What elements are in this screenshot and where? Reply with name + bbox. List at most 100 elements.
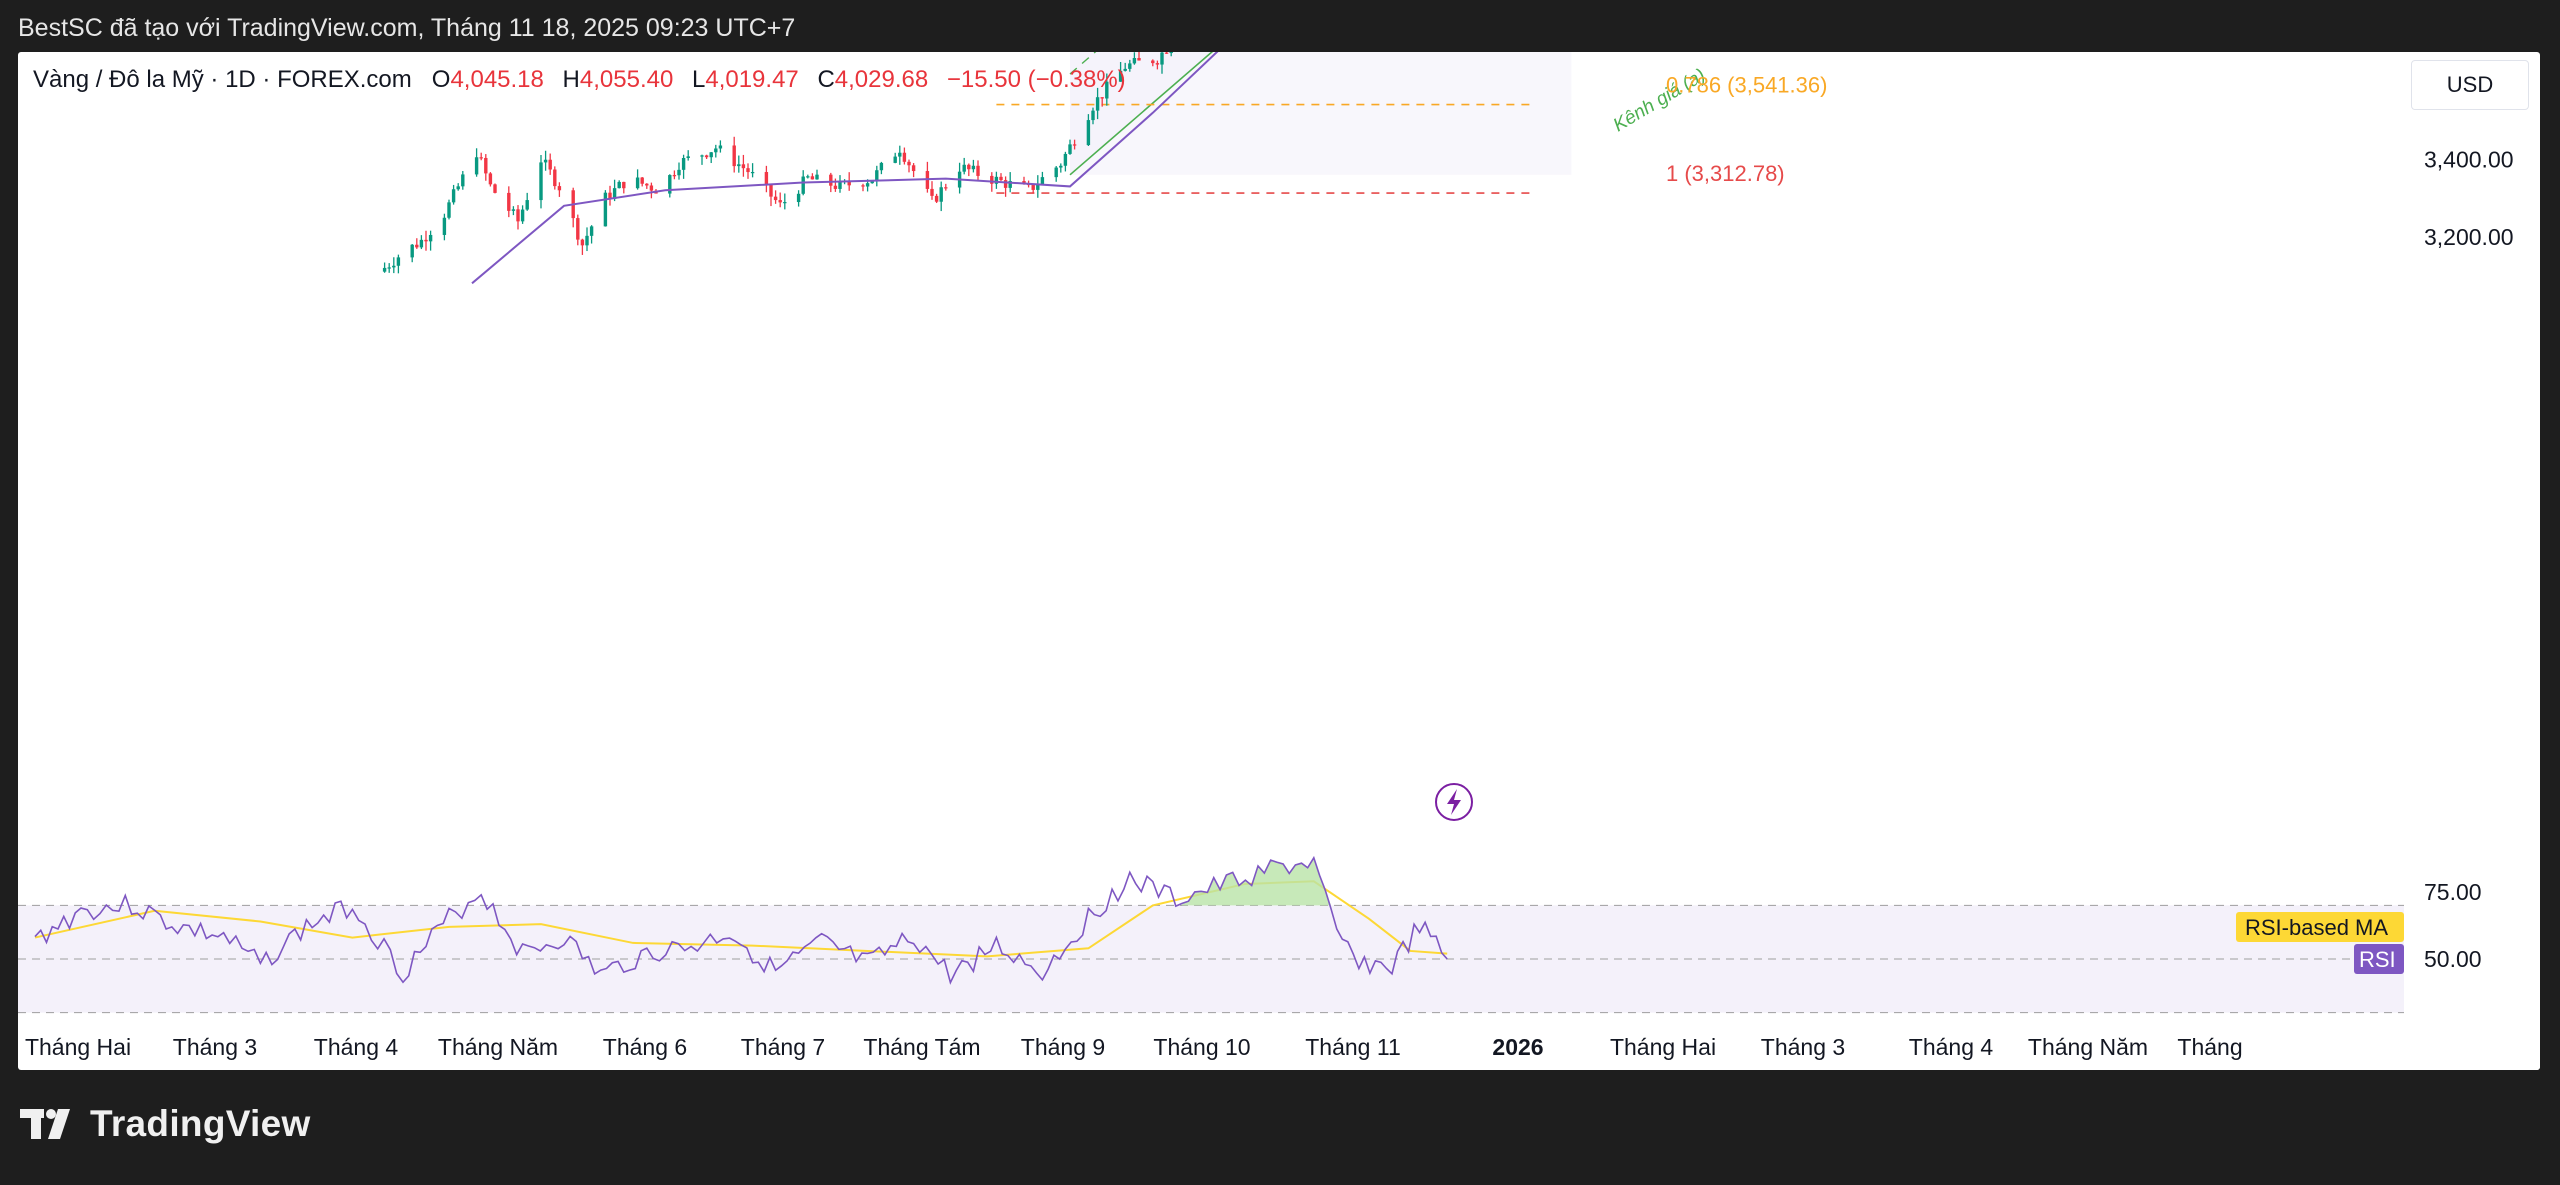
candle-body bbox=[737, 164, 741, 167]
candle-body bbox=[898, 152, 902, 157]
candle-body bbox=[612, 188, 617, 199]
candle-body bbox=[622, 181, 626, 189]
candle-body bbox=[999, 176, 1003, 181]
candle-body bbox=[1132, 57, 1137, 64]
candle-body bbox=[893, 156, 897, 163]
candle-body bbox=[806, 176, 810, 178]
candle-body bbox=[796, 193, 801, 203]
currency-button[interactable]: USD bbox=[2411, 60, 2529, 110]
candle-body bbox=[640, 177, 644, 184]
candle-body bbox=[879, 162, 884, 171]
candle-body bbox=[944, 187, 948, 189]
candle-body bbox=[1072, 144, 1077, 146]
candle-body bbox=[865, 183, 870, 187]
candle-body bbox=[649, 185, 654, 191]
candle-body bbox=[686, 156, 690, 158]
rsi-ma-line bbox=[34, 880, 1448, 958]
candle-body bbox=[1100, 97, 1104, 99]
high-value: 4,055.40 bbox=[579, 66, 674, 93]
chart-canvas[interactable]: Kênh giá (a)0 (4,380.89)0.236 (4,128.82)… bbox=[18, 52, 2540, 1070]
time-axis-label: Tháng Hai bbox=[1610, 1034, 1716, 1060]
tradingview-logo-icon bbox=[20, 1109, 70, 1139]
candle-body bbox=[681, 157, 686, 170]
candle-body bbox=[1031, 185, 1035, 190]
time-axis-label: Tháng 11 bbox=[1305, 1034, 1400, 1060]
candle-body bbox=[511, 209, 516, 211]
lightning-icon-bolt bbox=[1447, 789, 1461, 815]
candle-body bbox=[700, 155, 704, 157]
candle-body bbox=[1022, 181, 1026, 184]
lightning-icon bbox=[1435, 783, 1473, 821]
low-value: 4,019.47 bbox=[705, 66, 799, 93]
rsi-axis-tick-label: 75.00 bbox=[2424, 879, 2482, 905]
candle-body bbox=[645, 183, 649, 186]
change-value: −15.50 (−0.38%) bbox=[946, 66, 1126, 93]
candle-body bbox=[801, 176, 805, 194]
candle-body bbox=[516, 209, 520, 222]
candle-body bbox=[967, 164, 971, 170]
rsi-tag-text: RSI bbox=[2359, 947, 2396, 972]
candle-body bbox=[617, 181, 621, 189]
candle-body bbox=[994, 176, 999, 184]
candle-body bbox=[930, 188, 934, 196]
candle-body bbox=[543, 159, 548, 163]
candle-body bbox=[410, 244, 414, 258]
tradingview-logo[interactable]: TradingView bbox=[20, 1103, 311, 1145]
candle-body bbox=[741, 164, 746, 169]
candle-body bbox=[718, 145, 723, 149]
candle-body bbox=[525, 200, 529, 210]
time-axis-label: Tháng 3 bbox=[1761, 1034, 1845, 1060]
candle-body bbox=[1123, 68, 1127, 71]
y-axis-tick-label: 3,200.00 bbox=[2424, 224, 2514, 250]
candle-body bbox=[553, 169, 557, 187]
rsi-tag-box bbox=[2354, 944, 2404, 974]
candle-body bbox=[1160, 52, 1164, 65]
candle-body bbox=[1040, 177, 1045, 185]
candle-body bbox=[861, 185, 865, 187]
candle-body bbox=[1105, 81, 1109, 99]
y-axis-tick-label: 3,400.00 bbox=[2424, 146, 2514, 172]
open-label: O bbox=[431, 66, 451, 93]
candle-body bbox=[539, 162, 543, 201]
candle-body bbox=[456, 186, 460, 190]
candle-body bbox=[1036, 184, 1040, 190]
time-axis-label: Tháng 9 bbox=[1021, 1034, 1105, 1060]
candle-body bbox=[392, 265, 396, 268]
ma-line bbox=[471, 52, 1219, 285]
candle-body bbox=[990, 175, 994, 184]
candle-body bbox=[415, 244, 419, 248]
candle-body bbox=[746, 168, 750, 173]
candle-body bbox=[1151, 60, 1155, 64]
symbol-name: Vàng / Đô la Mỹ · 1D · FOREX.com bbox=[33, 66, 412, 93]
close-label: C bbox=[817, 66, 835, 93]
tradingview-logo-text: TradingView bbox=[90, 1103, 311, 1144]
candle-body bbox=[461, 174, 465, 187]
candle-body bbox=[603, 192, 608, 227]
candle-body bbox=[585, 235, 589, 246]
candle-body bbox=[451, 189, 456, 203]
time-axis-label: Tháng Năm bbox=[438, 1034, 558, 1060]
high-label: H bbox=[562, 66, 580, 93]
rsi-ma-tag-box bbox=[2236, 912, 2404, 942]
channel-lower-line bbox=[1069, 52, 1214, 176]
candle-body bbox=[1008, 181, 1012, 188]
candle-body bbox=[815, 174, 819, 180]
rsi-line bbox=[34, 855, 1448, 985]
candle-body bbox=[838, 180, 842, 189]
candle-body bbox=[424, 239, 428, 242]
candle-body bbox=[589, 226, 594, 236]
time-axis-label: Tháng Hai bbox=[25, 1034, 131, 1060]
candle-body bbox=[419, 239, 424, 248]
candle-body bbox=[847, 180, 851, 186]
chart-panel[interactable]: Kênh giá (a)0 (4,380.89)0.236 (4,128.82)… bbox=[18, 52, 2540, 1070]
candle-body bbox=[672, 175, 677, 177]
candle-body bbox=[1086, 120, 1091, 146]
candle-body bbox=[902, 152, 907, 162]
candle-body bbox=[1063, 153, 1068, 166]
candle-body bbox=[875, 170, 879, 181]
time-axis-label: Tháng Năm bbox=[2028, 1034, 2148, 1060]
candle-body bbox=[971, 165, 976, 170]
candle-body bbox=[764, 172, 769, 185]
time-axis-label: Tháng Tám bbox=[863, 1034, 980, 1060]
candle-body bbox=[474, 157, 479, 175]
